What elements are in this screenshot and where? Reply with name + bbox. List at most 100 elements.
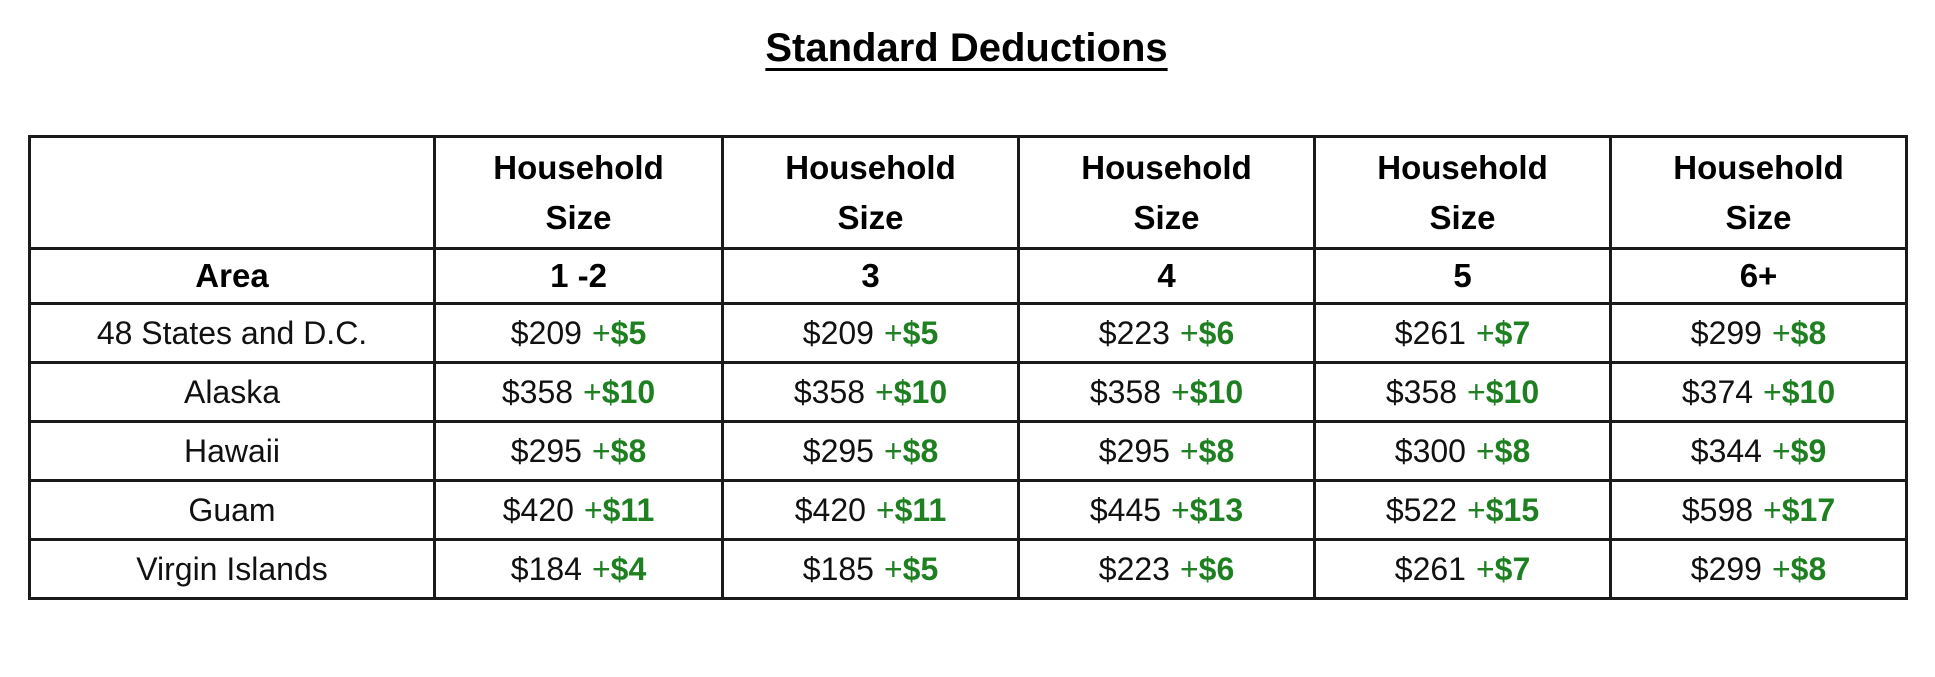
size-header-5: 5 bbox=[1313, 247, 1612, 305]
household-size-header-1: Household Size bbox=[433, 135, 724, 250]
base-amount: $420 bbox=[794, 491, 866, 528]
per-person-increment: +$6 bbox=[1180, 551, 1234, 587]
per-person-increment: +$10 bbox=[583, 374, 655, 410]
size-label: Size bbox=[1429, 198, 1496, 236]
per-person-increment: +$10 bbox=[1467, 374, 1539, 410]
deduction-cell: $299 +$8 bbox=[1609, 302, 1908, 364]
increment-amount: $11 bbox=[894, 491, 947, 528]
per-person-increment: +$10 bbox=[875, 374, 947, 410]
size-label: Size bbox=[837, 198, 904, 236]
increment-amount: $8 bbox=[1790, 314, 1827, 351]
area-label: Alaska bbox=[28, 361, 436, 423]
deduction-cell: $358 +$10 bbox=[721, 361, 1020, 423]
deduction-cell: $209 +$5 bbox=[433, 302, 724, 364]
base-amount: $261 bbox=[1394, 314, 1466, 351]
size-label: Size bbox=[545, 198, 612, 236]
size-header-1-2: 1 -2 bbox=[433, 247, 724, 305]
deduction-cell: $223 +$6 bbox=[1017, 538, 1316, 600]
increment-amount: $10 bbox=[1189, 373, 1244, 410]
base-amount: $223 bbox=[1098, 550, 1170, 587]
deduction-cell: $295 +$8 bbox=[721, 420, 1020, 482]
increment-amount: $10 bbox=[1485, 373, 1540, 410]
deduction-cell: $300 +$8 bbox=[1313, 420, 1612, 482]
per-person-increment: +$8 bbox=[592, 433, 646, 469]
plus-sign: + bbox=[1179, 432, 1199, 469]
base-amount: $295 bbox=[1098, 432, 1170, 469]
per-person-increment: +$11 bbox=[584, 492, 654, 528]
household-label: Household bbox=[1081, 148, 1252, 186]
increment-amount: $15 bbox=[1485, 491, 1540, 528]
increment-amount: $13 bbox=[1189, 491, 1244, 528]
base-amount: $185 bbox=[802, 550, 874, 587]
deduction-cell: $358 +$10 bbox=[433, 361, 724, 423]
plus-sign: + bbox=[1179, 550, 1199, 587]
deduction-cell: $184 +$4 bbox=[433, 538, 724, 600]
base-amount: $209 bbox=[802, 314, 874, 351]
plus-sign: + bbox=[591, 314, 611, 351]
base-amount: $598 bbox=[1681, 491, 1754, 528]
increment-amount: $5 bbox=[902, 550, 939, 587]
plus-sign: + bbox=[1171, 373, 1190, 410]
increment-amount: $7 bbox=[1494, 314, 1531, 351]
deduction-cell: $420 +$11 bbox=[721, 479, 1020, 541]
base-amount: $344 bbox=[1690, 432, 1762, 469]
base-amount: $358 bbox=[1385, 373, 1458, 410]
deduction-cell: $344 +$9 bbox=[1609, 420, 1908, 482]
increment-amount: $8 bbox=[902, 432, 939, 469]
size-label: Size bbox=[1725, 198, 1792, 236]
deduction-cell: $374 +$10 bbox=[1609, 361, 1908, 423]
plus-sign: + bbox=[591, 432, 611, 469]
increment-amount: $8 bbox=[1494, 432, 1531, 469]
plus-sign: + bbox=[883, 314, 903, 351]
household-label: Household bbox=[1377, 148, 1548, 186]
per-person-increment: +$7 bbox=[1476, 315, 1530, 351]
per-person-increment: +$4 bbox=[592, 551, 646, 587]
plus-sign: + bbox=[1179, 314, 1199, 351]
plus-sign: + bbox=[1771, 432, 1791, 469]
deduction-cell: $522 +$15 bbox=[1313, 479, 1612, 541]
plus-sign: + bbox=[875, 373, 894, 410]
standard-deductions-table: Household Size Household Size Household Siz… bbox=[28, 135, 1908, 600]
household-label: Household bbox=[493, 148, 664, 186]
plus-sign: + bbox=[583, 373, 602, 410]
base-amount: $299 bbox=[1690, 550, 1762, 587]
increment-amount: $10 bbox=[1781, 373, 1836, 410]
area-label: Guam bbox=[28, 479, 436, 541]
area-label: 48 States and D.C. bbox=[28, 302, 436, 364]
per-person-increment: +$8 bbox=[1180, 433, 1234, 469]
increment-amount: $11 bbox=[602, 491, 655, 528]
increment-amount: $4 bbox=[610, 550, 647, 587]
deduction-cell: $295 +$8 bbox=[433, 420, 724, 482]
increment-amount: $10 bbox=[893, 373, 948, 410]
per-person-increment: +$5 bbox=[592, 315, 646, 351]
deduction-cell: $209 +$5 bbox=[721, 302, 1020, 364]
plus-sign: + bbox=[1763, 491, 1782, 528]
per-person-increment: +$7 bbox=[1476, 551, 1530, 587]
base-amount: $445 bbox=[1089, 491, 1162, 528]
size-header-6plus: 6+ bbox=[1609, 247, 1908, 305]
per-person-increment: +$8 bbox=[884, 433, 938, 469]
size-label: Size bbox=[1133, 198, 1200, 236]
increment-amount: $5 bbox=[902, 314, 939, 351]
deduction-cell: $598 +$17 bbox=[1609, 479, 1908, 541]
plus-sign: + bbox=[883, 550, 903, 587]
header-row-household: Household Size Household Size Household Siz… bbox=[28, 135, 1908, 250]
corner-cell bbox=[28, 135, 436, 250]
per-person-increment: +$9 bbox=[1772, 433, 1826, 469]
deduction-cell: $299 +$8 bbox=[1609, 538, 1908, 600]
per-person-increment: +$15 bbox=[1467, 492, 1539, 528]
plus-sign: + bbox=[1475, 314, 1495, 351]
per-person-increment: +$13 bbox=[1171, 492, 1243, 528]
household-size-header-2: Household Size bbox=[721, 135, 1020, 250]
table-row-hawaii: Hawaii $295 +$8 $295 +$8 $295 +$8 $300 +$8 $… bbox=[28, 420, 1908, 482]
plus-sign: + bbox=[1475, 432, 1495, 469]
size-header-4: 4 bbox=[1017, 247, 1316, 305]
header-row-sizes: Area 1 -2 3 4 5 6+ bbox=[28, 247, 1908, 305]
base-amount: $295 bbox=[802, 432, 874, 469]
area-label: Hawaii bbox=[28, 420, 436, 482]
increment-amount: $6 bbox=[1198, 550, 1235, 587]
plus-sign: + bbox=[583, 491, 603, 528]
deduction-cell: $445 +$13 bbox=[1017, 479, 1316, 541]
plus-sign: + bbox=[1771, 550, 1791, 587]
